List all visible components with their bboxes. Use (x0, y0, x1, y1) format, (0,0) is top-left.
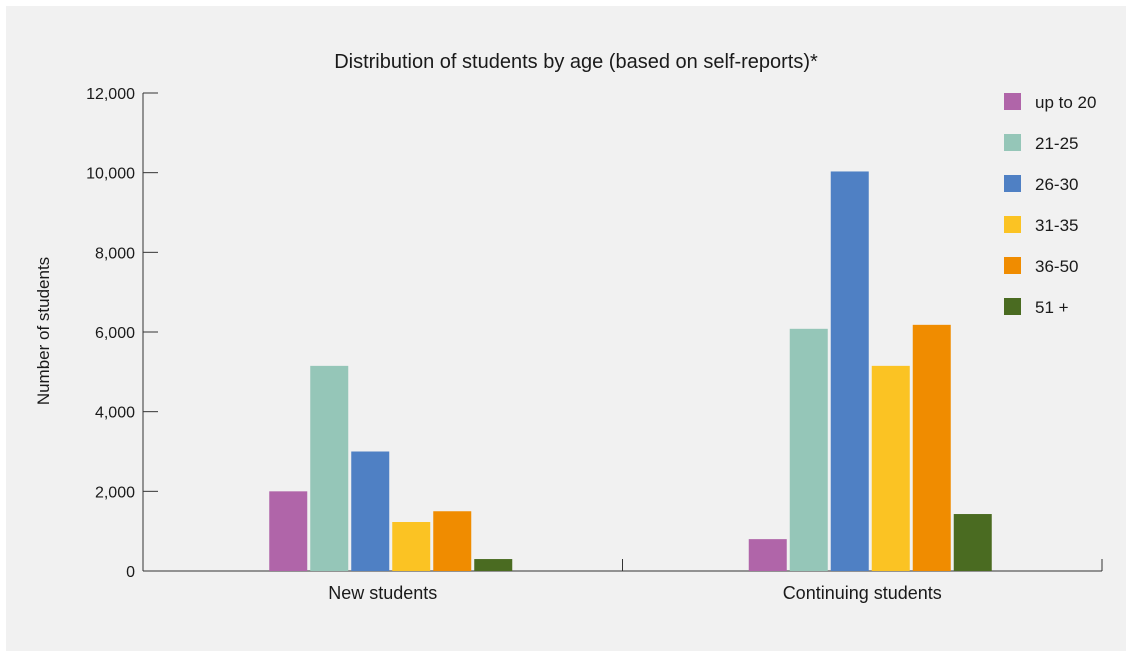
legend-label: 21-25 (1035, 134, 1078, 153)
legend-label: up to 20 (1035, 93, 1096, 112)
legend-swatch (1004, 134, 1021, 151)
y-tick-label: 2,000 (95, 484, 135, 501)
x-category-label: New students (328, 583, 437, 603)
bar (830, 171, 869, 571)
legend: up to 20 21-25 26-30 31-35 36-50 51 + (1004, 93, 1096, 317)
bar (912, 324, 951, 571)
bar (392, 522, 431, 571)
legend-label: 51 + (1035, 298, 1069, 317)
legend-label: 36-50 (1035, 257, 1078, 276)
bar (748, 539, 787, 571)
axes: 0 2,000 4,000 6,000 8,000 10,000 12,000 New stu… (86, 86, 1103, 603)
legend-label: 31-35 (1035, 216, 1078, 235)
y-tick-label: 12,000 (86, 86, 135, 103)
legend-label: 26-30 (1035, 175, 1078, 194)
legend-swatch (1004, 257, 1021, 274)
bar (953, 514, 992, 571)
bar (433, 511, 472, 571)
bars (269, 171, 992, 571)
y-tick-label: 8,000 (95, 245, 135, 262)
y-tick-label: 6,000 (95, 325, 135, 342)
legend-swatch (1004, 93, 1021, 110)
y-axis-label: Number of students (34, 257, 53, 405)
y-tick-label: 0 (126, 564, 135, 581)
bar (351, 451, 390, 571)
bar (269, 491, 308, 571)
y-tick-label: 10,000 (86, 166, 135, 183)
bar (474, 559, 513, 571)
y-tick-label: 4,000 (95, 405, 135, 422)
bar (871, 365, 910, 571)
x-category-label: Continuing students (783, 583, 942, 603)
legend-swatch (1004, 175, 1021, 192)
legend-swatch (1004, 216, 1021, 233)
bar (310, 365, 349, 571)
chart-title: Distribution of students by age (based o… (334, 51, 818, 73)
legend-swatch (1004, 298, 1021, 315)
bar (789, 328, 828, 571)
